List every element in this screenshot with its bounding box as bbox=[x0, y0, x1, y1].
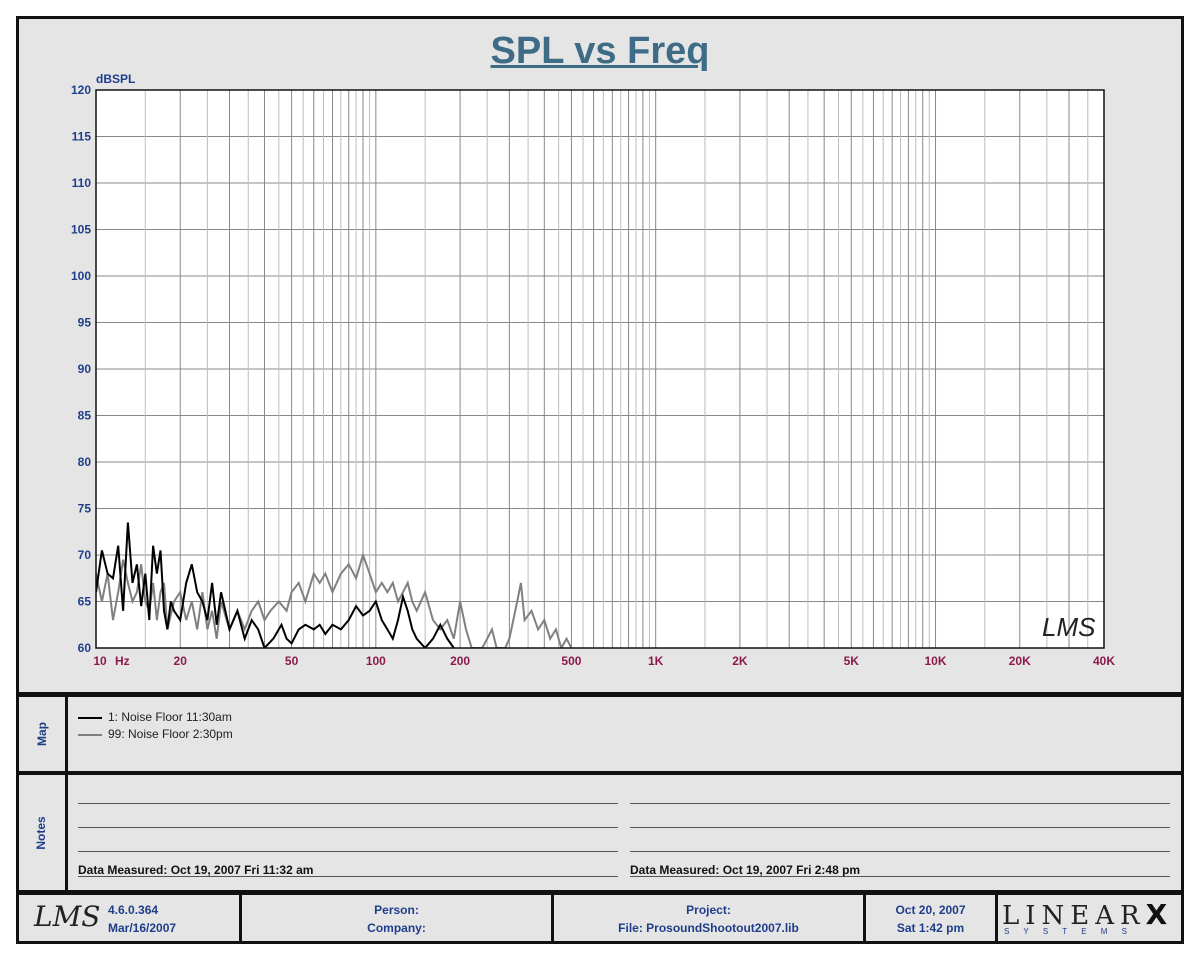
y-tick-label: 60 bbox=[78, 641, 92, 655]
y-tick-label: 115 bbox=[72, 130, 92, 144]
note-line-left-1 bbox=[78, 803, 618, 804]
footer-divider-1 bbox=[239, 895, 242, 941]
y-tick-label: 100 bbox=[71, 269, 91, 283]
linearx-subtext: S Y S T E M S bbox=[1004, 927, 1133, 936]
x-tick-labels: 10 20 50 100 200 500 1K 2K 5K 10K 20K 40K bbox=[93, 654, 1115, 668]
separator-chart-map bbox=[19, 692, 1181, 697]
x-tick-label: 1K bbox=[648, 654, 664, 668]
x-unit-label: Hz bbox=[115, 654, 130, 668]
note-line-right-3 bbox=[630, 851, 1170, 852]
note-line-right-2 bbox=[630, 827, 1170, 828]
note-line-left-4 bbox=[78, 876, 618, 877]
note-line-left-2 bbox=[78, 827, 618, 828]
legend-swatch-black bbox=[78, 716, 102, 719]
separator-map-notes bbox=[19, 771, 1181, 775]
software-version: 4.6.0.364 bbox=[108, 903, 159, 917]
x-tick-label: 2K bbox=[732, 654, 748, 668]
x-tick-label: 20K bbox=[1009, 654, 1031, 668]
x-tick-label: 500 bbox=[561, 654, 581, 668]
x-tick-label: 50 bbox=[285, 654, 299, 668]
series-line-noise-floor-230 bbox=[96, 551, 573, 648]
x-tick-label: 10 bbox=[93, 654, 107, 668]
software-date: Mar/16/2007 bbox=[108, 921, 177, 935]
note-line-right-1 bbox=[630, 803, 1170, 804]
linearx-brand-x: X bbox=[1145, 898, 1168, 931]
chart-title: SPL vs Freq bbox=[490, 30, 710, 72]
project-label: Project: bbox=[686, 903, 731, 917]
y-tick-label: 110 bbox=[72, 176, 92, 190]
lms-watermark: LMS bbox=[1042, 612, 1096, 642]
report-day-time: Sat 1:42 pm bbox=[896, 921, 965, 935]
footer-person-cell: Person: Company: bbox=[242, 901, 551, 937]
linearx-brand-text: LINEAR bbox=[1002, 901, 1146, 931]
x-tick-label: 20 bbox=[174, 654, 188, 668]
data-measured-right: Data Measured: Oct 19, 2007 Fri 2:48 pm bbox=[630, 863, 861, 877]
plot-border bbox=[95, 89, 1105, 649]
person-label: Person: bbox=[374, 903, 419, 917]
x-tick-label: 10K bbox=[925, 654, 947, 668]
footer-version-cell: 4.6.0.364 Mar/16/2007 bbox=[108, 901, 176, 937]
label-column-divider bbox=[65, 697, 68, 890]
report-date: Oct 20, 2007 bbox=[895, 903, 966, 917]
footer-project-cell: Project: File: ProsoundShootout2007.lib bbox=[554, 901, 863, 937]
y-tick-label: 105 bbox=[71, 223, 91, 237]
footer-divider-4 bbox=[995, 895, 998, 941]
y-tick-label: 80 bbox=[78, 455, 92, 469]
legend-item-series-99: 99: Noise Floor 2:30pm bbox=[78, 727, 233, 741]
y-tick-label: 120 bbox=[71, 83, 91, 97]
legend-text-99: 99: Noise Floor 2:30pm bbox=[108, 727, 233, 741]
file-label: File: ProsoundShootout2007.lib bbox=[618, 921, 799, 935]
footer-divider-2 bbox=[551, 895, 554, 941]
footer-lms-logo: LMS bbox=[34, 900, 101, 933]
legend-swatch-gray bbox=[78, 733, 102, 736]
linearx-logo: LINEARX S Y S T E M S bbox=[1002, 898, 1174, 938]
footer-date-cell: Oct 20, 2007 Sat 1:42 pm bbox=[866, 901, 995, 937]
notes-label: Notes bbox=[34, 816, 48, 850]
x-tick-label: 200 bbox=[450, 654, 470, 668]
y-axis-label: dBSPL bbox=[96, 72, 135, 86]
x-tick-label: 40K bbox=[1093, 654, 1115, 668]
y-tick-label: 75 bbox=[78, 502, 92, 516]
data-measured-left: Data Measured: Oct 19, 2007 Fri 11:32 am bbox=[78, 863, 314, 877]
separator-notes-footer bbox=[19, 890, 1181, 895]
series-lines bbox=[96, 522, 573, 648]
legend-text-1: 1: Noise Floor 11:30am bbox=[108, 710, 232, 724]
y-tick-label: 85 bbox=[78, 409, 92, 423]
map-label: Map bbox=[35, 722, 49, 746]
y-tick-label: 65 bbox=[78, 595, 92, 609]
note-line-right-4 bbox=[630, 876, 1170, 877]
y-tick-labels: 60 65 70 75 80 85 90 95 100 105 110 115 120 bbox=[71, 83, 91, 655]
y-tick-label: 70 bbox=[78, 548, 92, 562]
y-tick-label: 95 bbox=[78, 316, 92, 330]
x-tick-label: 100 bbox=[366, 654, 386, 668]
y-tick-label: 90 bbox=[78, 362, 92, 376]
footer-divider-3 bbox=[863, 895, 866, 941]
company-label: Company: bbox=[367, 921, 426, 935]
legend-item-series-1: 1: Noise Floor 11:30am bbox=[78, 710, 232, 724]
note-line-left-3 bbox=[78, 851, 618, 852]
series-line-noise-floor-1130 bbox=[96, 522, 455, 648]
x-tick-label: 5K bbox=[844, 654, 860, 668]
